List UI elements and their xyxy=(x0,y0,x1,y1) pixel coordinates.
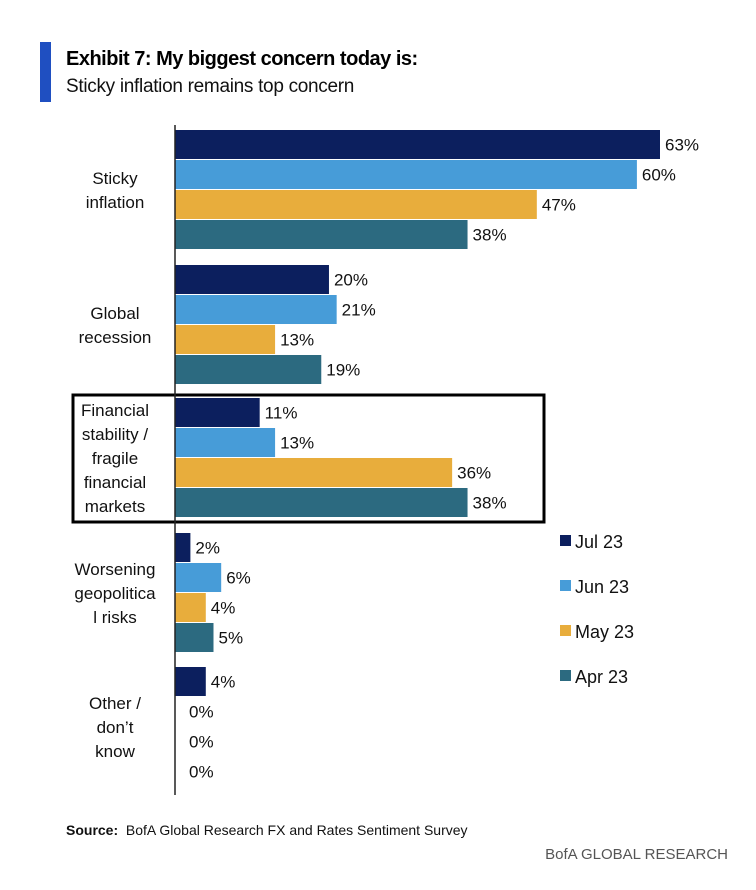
data-label: 4% xyxy=(211,599,236,618)
category-label: stability / xyxy=(82,425,148,444)
category-label: financial xyxy=(84,473,146,492)
data-label: 0% xyxy=(189,763,214,782)
source-note: Source: BofA Global Research FX and Rate… xyxy=(66,822,468,838)
bar-2-3 xyxy=(175,488,468,517)
data-label: 4% xyxy=(211,673,236,692)
legend-swatch xyxy=(560,670,571,681)
category-label: inflation xyxy=(86,193,145,212)
data-label: 0% xyxy=(189,703,214,722)
data-label: 6% xyxy=(226,569,251,588)
category-label: know xyxy=(95,742,135,761)
data-label: 20% xyxy=(334,271,368,290)
source-label: Source: xyxy=(66,822,119,838)
bar-2-1 xyxy=(175,428,276,457)
legend-swatch xyxy=(560,625,571,636)
legend-label: Jun 23 xyxy=(575,577,629,597)
bar-1-2 xyxy=(175,325,276,354)
chart-subtitle: Sticky inflation remains top concern xyxy=(66,76,355,97)
data-label: 13% xyxy=(280,331,314,350)
highlight-box xyxy=(71,393,546,524)
bar-0-0 xyxy=(175,130,660,159)
bar-0-2 xyxy=(175,190,537,219)
category-label: markets xyxy=(85,497,145,516)
category-label: Financial xyxy=(81,401,149,420)
category-label: fragile xyxy=(92,449,138,468)
data-label: 38% xyxy=(473,226,507,245)
category-label: Other / xyxy=(89,694,141,713)
bar-1-0 xyxy=(175,265,329,294)
data-label: 60% xyxy=(642,166,676,185)
data-label: 2% xyxy=(195,539,220,558)
bar-2-2 xyxy=(175,458,453,487)
legend-label: Apr 23 xyxy=(575,667,628,687)
data-label: 0% xyxy=(189,733,214,752)
category-label: don’t xyxy=(97,718,134,737)
title-accent-bar xyxy=(40,42,51,102)
category-label: geopolitica xyxy=(74,584,156,603)
category-label: Sticky xyxy=(92,169,138,188)
bar-3-2 xyxy=(175,593,206,622)
data-label: 47% xyxy=(542,196,576,215)
category-label: Global xyxy=(90,304,139,323)
category-label: l risks xyxy=(93,608,136,627)
data-label: 21% xyxy=(342,301,376,320)
brand-label: BofA GLOBAL RESEARCH xyxy=(545,846,728,863)
chart-title: Exhibit 7: My biggest concern today is: xyxy=(66,48,418,70)
data-label: 36% xyxy=(457,464,491,483)
legend-swatch xyxy=(560,580,571,591)
bar-3-3 xyxy=(175,623,214,652)
bar-2-0 xyxy=(175,398,260,427)
data-label: 5% xyxy=(218,629,243,648)
legend-label: May 23 xyxy=(575,622,634,642)
bar-0-1 xyxy=(175,160,637,189)
bar-4-0 xyxy=(175,667,206,696)
source-text: BofA Global Research FX and Rates Sentim… xyxy=(125,822,468,838)
bar-1-1 xyxy=(175,295,337,324)
bar-1-3 xyxy=(175,355,322,384)
data-label: 63% xyxy=(665,136,699,155)
data-label: 38% xyxy=(473,494,507,513)
bar-3-1 xyxy=(175,563,222,592)
bar-3-0 xyxy=(175,533,191,562)
data-label: 13% xyxy=(280,434,314,453)
category-label: recession xyxy=(79,328,152,347)
category-label: Worsening xyxy=(75,560,156,579)
legend-label: Jul 23 xyxy=(575,532,623,552)
data-label: 19% xyxy=(326,361,360,380)
legend-swatch xyxy=(560,535,571,546)
data-label: 11% xyxy=(265,404,298,423)
bar-0-3 xyxy=(175,220,468,249)
